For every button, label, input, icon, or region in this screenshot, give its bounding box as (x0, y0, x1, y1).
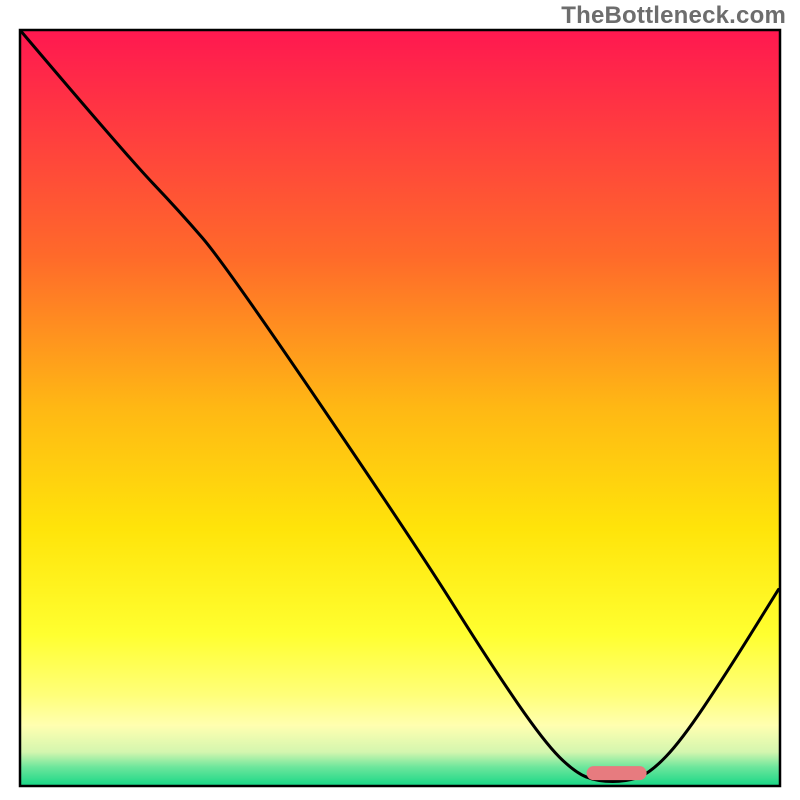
optimal-zone-marker (587, 766, 647, 780)
chart-root: { "watermark": { "text": "TheBottleneck.… (0, 0, 800, 800)
gradient-background (20, 30, 780, 786)
plot-area (20, 30, 780, 786)
bottleneck-chart (0, 0, 800, 800)
watermark-text: TheBottleneck.com (561, 2, 786, 30)
